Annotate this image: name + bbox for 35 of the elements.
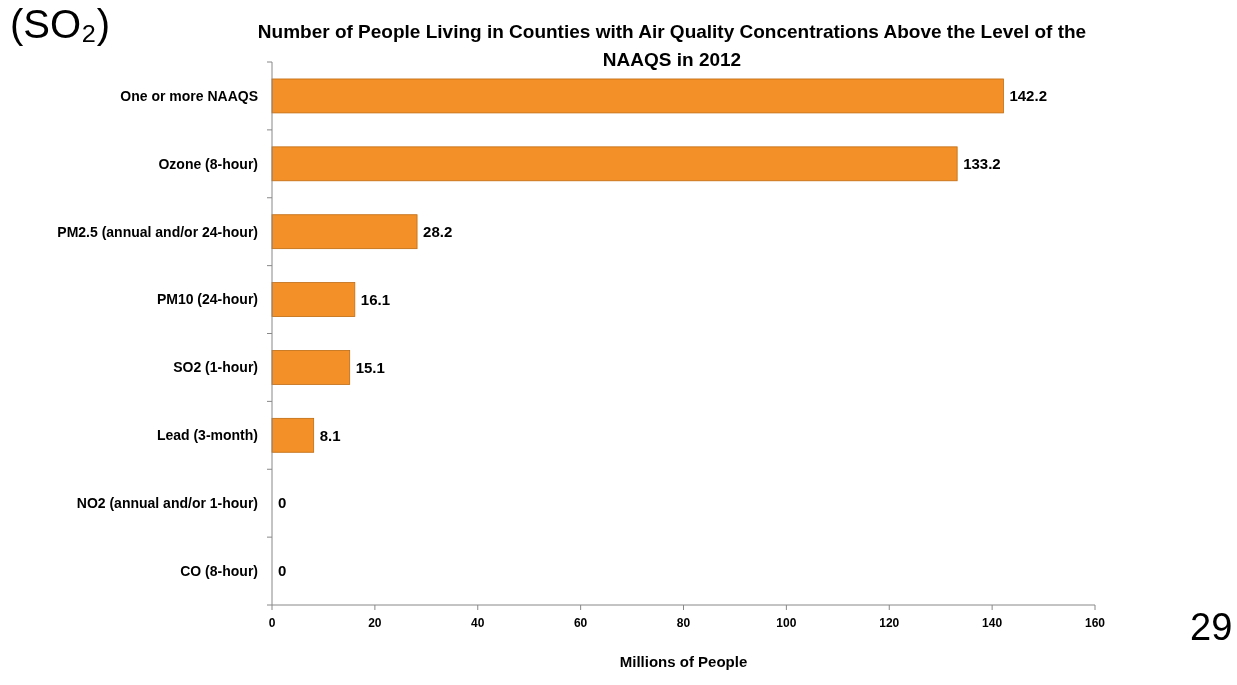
- bar: [271, 146, 958, 182]
- x-tick-label: 120: [879, 616, 900, 630]
- chart-title: Number of People Living in Counties with Air Quality Concentrations Above the Level of the NAAQS in 2012: [257, 21, 1087, 70]
- data-label: 8.1: [319, 426, 341, 444]
- bar: [271, 78, 1004, 114]
- text: (SO₂): [10, 2, 110, 46]
- data-label: 28.2: [423, 222, 453, 240]
- x-tick-label: 160: [1084, 616, 1106, 630]
- y-tick-label: Ozone (8-hour): [158, 155, 258, 172]
- y-tick-label: Lead (3-month): [156, 427, 258, 444]
- bar: [271, 282, 356, 317]
- data-label: 133.2: [963, 155, 1001, 173]
- bar: [271, 417, 315, 453]
- data-label: 0: [278, 562, 287, 580]
- y-tick-label: PM2.5 (annual and/or 24-hour): [57, 223, 258, 240]
- data-label: 142.2: [1009, 87, 1047, 105]
- x-tick-label: 0: [268, 616, 276, 630]
- y-tick-label: CO (8-hour): [180, 562, 258, 579]
- data-label: 15.1: [355, 358, 385, 376]
- data-label: 0: [278, 494, 287, 512]
- y-tick-label: NO2 (annual and/or 1-hour): [76, 495, 258, 512]
- x-tick-label: 140: [982, 616, 1003, 630]
- x-tick-label: 40: [471, 616, 485, 630]
- bar: [271, 214, 418, 250]
- bar: [271, 350, 351, 385]
- data-label: 16.1: [360, 290, 391, 308]
- text: 29: [1190, 606, 1233, 648]
- x-tick-label: 20: [368, 616, 382, 630]
- y-tick-label: SO2 (1-hour): [173, 359, 258, 376]
- x-tick-label: 100: [776, 616, 797, 630]
- x-tick-label: 60: [573, 616, 588, 630]
- y-tick-label: PM10 (24-hour): [156, 291, 258, 308]
- y-tick-label: One or more NAAQS: [120, 87, 258, 104]
- x-tick-label: 80: [676, 616, 691, 630]
- x-axis-title: Millions of People: [619, 653, 748, 670]
